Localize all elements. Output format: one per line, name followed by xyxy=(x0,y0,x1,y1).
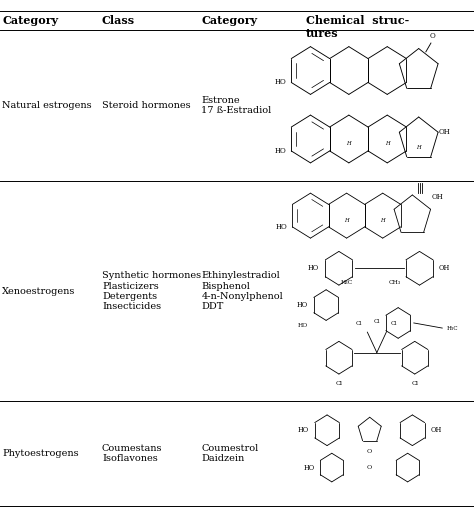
Text: HO: HO xyxy=(308,264,319,272)
Text: CH₃: CH₃ xyxy=(389,280,401,285)
Text: Category: Category xyxy=(201,15,257,27)
Text: Coumestans
Isoflavones: Coumestans Isoflavones xyxy=(102,444,163,463)
Text: H₃C: H₃C xyxy=(447,326,459,331)
Text: Cl: Cl xyxy=(356,321,363,326)
Text: HO: HO xyxy=(298,426,309,434)
Text: OH: OH xyxy=(439,264,450,272)
Text: Phytoestrogens: Phytoestrogens xyxy=(2,449,79,458)
Text: O: O xyxy=(430,32,436,40)
Text: Coumestrol
Daidzein: Coumestrol Daidzein xyxy=(201,444,259,463)
Text: H₃C: H₃C xyxy=(341,280,353,285)
Text: HO: HO xyxy=(297,301,308,309)
Text: Synthetic hormones
Plasticizers
Detergents
Insecticides: Synthetic hormones Plasticizers Detergen… xyxy=(102,271,201,311)
Text: OH: OH xyxy=(431,193,443,201)
Text: Xenoestrogens: Xenoestrogens xyxy=(2,287,76,296)
Text: H: H xyxy=(346,141,351,146)
Text: Cl: Cl xyxy=(336,381,342,386)
Text: HO: HO xyxy=(274,79,286,86)
Text: H: H xyxy=(385,141,390,146)
Text: Ethinylestradiol
Bisphenol
4-n-Nonylphenol
DDT: Ethinylestradiol Bisphenol 4-n-Nonylphen… xyxy=(201,271,283,311)
Text: H: H xyxy=(344,218,349,223)
Text: Cl: Cl xyxy=(411,381,418,386)
Text: Class: Class xyxy=(102,15,135,27)
Text: Chemical  struc-
tures: Chemical struc- tures xyxy=(306,15,409,39)
Text: O: O xyxy=(367,465,373,470)
Text: H: H xyxy=(416,145,421,150)
Text: OH: OH xyxy=(430,426,441,434)
Text: HO: HO xyxy=(304,463,315,472)
Text: HO: HO xyxy=(297,323,308,328)
Text: Steroid hormones: Steroid hormones xyxy=(102,101,191,110)
Text: HO: HO xyxy=(276,223,288,231)
Text: Cl: Cl xyxy=(374,319,380,324)
Text: H: H xyxy=(380,218,385,223)
Text: HO: HO xyxy=(274,147,286,155)
Text: Cl: Cl xyxy=(391,321,398,326)
Text: Estrone
17 ß-Estradiol: Estrone 17 ß-Estradiol xyxy=(201,96,272,115)
Text: O: O xyxy=(367,449,373,454)
Text: OH: OH xyxy=(439,128,451,136)
Text: Natural estrogens: Natural estrogens xyxy=(2,101,92,110)
Text: Category: Category xyxy=(2,15,58,27)
